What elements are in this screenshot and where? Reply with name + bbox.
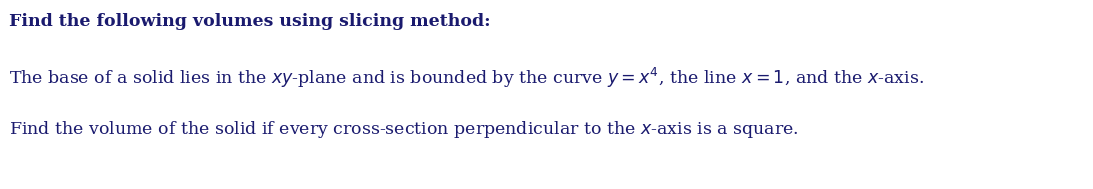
Text: Find the following volumes using slicing method:: Find the following volumes using slicing… [9,13,491,30]
Text: The base of a solid lies in the $xy$-plane and is bounded by the curve $y = x^4$: The base of a solid lies in the $xy$-pla… [9,66,924,90]
Text: Find the volume of the solid if every cross-section perpendicular to the $x$-axi: Find the volume of the solid if every cr… [9,119,798,140]
